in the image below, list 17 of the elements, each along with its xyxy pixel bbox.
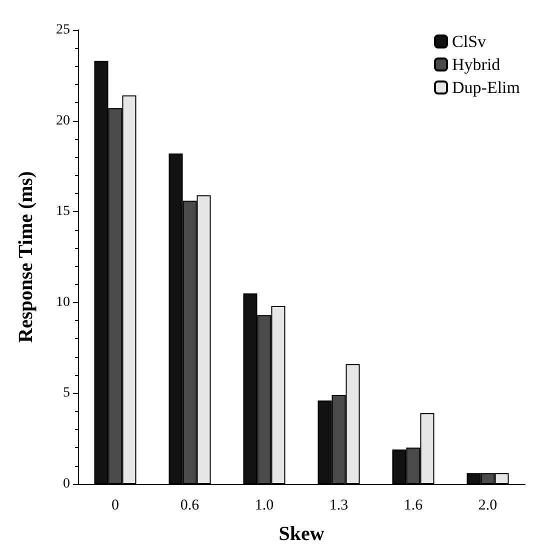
x-tick-label: 1.3 <box>329 498 348 514</box>
legend-label: ClSv <box>452 32 487 51</box>
y-tick-label: 25 <box>56 22 70 38</box>
x-axis-title: Skew <box>278 523 325 545</box>
y-tick-label: 15 <box>56 204 70 220</box>
x-tick-label: 1.0 <box>254 498 274 514</box>
legend-label: Dup-Elim <box>452 78 520 97</box>
x-tick-label: 2.0 <box>478 498 498 514</box>
y-tick-label: 10 <box>56 294 70 310</box>
y-tick-label: 0 <box>63 476 70 492</box>
x-tick-label: 0 <box>112 498 119 514</box>
y-axis-title: Response Time (ms) <box>15 171 37 343</box>
y-tick-label: 5 <box>63 386 70 401</box>
x-tick-label: 1.6 <box>404 498 424 514</box>
x-tick-label: 0.6 <box>180 498 200 514</box>
legend-label: Hybrid <box>452 55 501 74</box>
y-tick-label: 20 <box>56 113 70 128</box>
